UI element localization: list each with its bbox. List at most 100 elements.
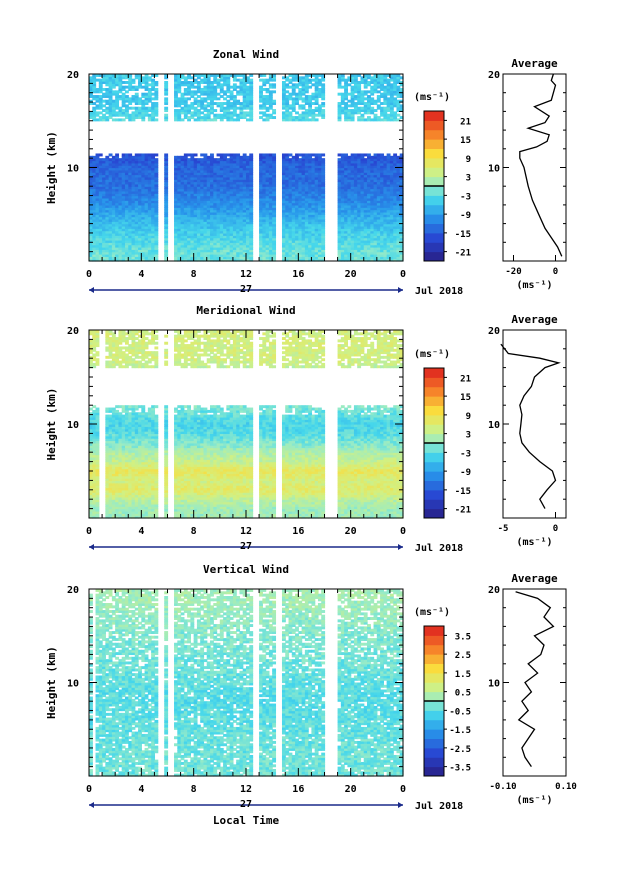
heat-cell [376,158,381,162]
heat-cell [301,116,306,120]
heat-cell [298,172,303,176]
heat-cell [210,242,214,246]
heat-cell [298,200,303,204]
heat-cell [105,102,110,105]
heat-cell [138,256,142,260]
heat-cell [92,242,97,246]
heat-cell [95,111,100,115]
heat-cell [383,253,388,257]
heat-cell [183,176,188,180]
heat-cell [206,237,211,241]
heat-cell [210,228,214,232]
heat-cell [206,253,211,257]
heat-cell [249,181,254,185]
heat-cell [301,160,306,164]
heat-cell [193,251,198,255]
heat-cell [115,153,120,157]
heat-cell [164,242,169,246]
heat-cell [376,253,381,257]
heat-cell [281,221,286,225]
heat-cell [367,249,371,253]
heat-cell [190,230,195,234]
heat-cell [314,211,319,215]
heat-cell [239,167,244,171]
heat-cell [232,230,237,234]
heat-cell [301,237,306,241]
heat-cell [337,230,342,234]
heat-cell [213,223,218,227]
heat-cell [226,204,231,208]
heat-cell [180,197,185,201]
heat-cell [363,106,368,110]
heat-cell [308,228,313,232]
heat-cell [187,256,191,260]
heat-cell [141,230,146,234]
heat-cell [308,209,313,213]
heat-cell [393,216,398,220]
heat-cell [314,160,319,164]
heat-cell [347,183,352,187]
heat-cell [268,253,273,257]
heat-cell [281,216,286,220]
heat-cell [108,109,113,112]
heat-cell [321,211,326,215]
heat-cell [291,221,296,225]
heat-cell [370,200,375,204]
heat-cell [183,153,188,157]
heat-cell [363,165,368,169]
heat-cell [134,256,139,260]
heat-cell [373,162,378,166]
heat-cell [223,179,227,183]
heat-cell [337,181,342,185]
heat-cell [183,158,188,162]
heat-cell [259,256,263,260]
heat-cell [118,200,123,204]
heat-cell [196,193,201,197]
heat-cell [151,230,156,234]
heat-cell [249,104,254,108]
heat-cell [373,207,378,211]
heat-cell [223,251,227,255]
heat-cell [311,246,316,250]
heat-cell [262,235,267,239]
heat-cell [92,218,97,222]
heat-cell [304,186,309,190]
heat-cell [141,209,146,213]
heat-cell [370,186,375,190]
heat-cell [246,228,250,232]
heat-cell [304,172,309,176]
heat-cell [223,186,227,190]
heat-cell [239,202,244,206]
heat-cell [321,209,326,213]
heat-cell [108,111,113,115]
heat-cell [213,249,218,253]
heat-cell [317,235,322,239]
heat-cell [265,116,270,120]
heat-cell [353,162,358,166]
heat-cell [321,165,326,169]
heat-cell [399,246,404,250]
heat-cell [108,183,113,187]
heat-cell [111,158,116,162]
heat-cell [183,155,188,159]
heat-cell [193,223,198,227]
heat-cell [89,223,93,227]
heat-cell [314,204,319,208]
heat-cell [370,197,375,201]
heat-cell [376,181,381,185]
heat-cell [124,237,129,241]
heat-cell [121,167,126,171]
heat-cell [144,251,149,255]
heat-cell [229,209,234,213]
heat-cell [223,253,227,257]
heat-cell [95,99,100,103]
heat-cell [291,218,296,222]
heat-cell [239,221,244,225]
heat-cell [347,253,352,257]
heat-cell [337,179,342,183]
heat-cell [350,223,355,227]
heat-cell [308,155,313,159]
heat-cell [193,200,198,204]
heat-cell [317,186,322,190]
